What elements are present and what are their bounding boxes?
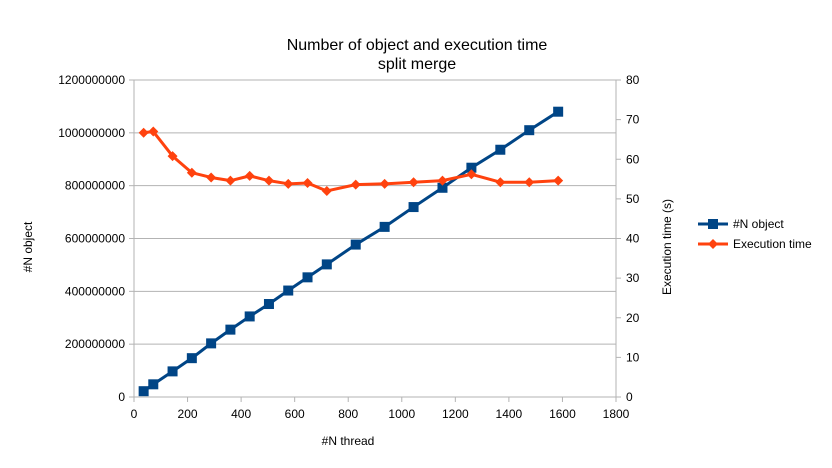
data-point xyxy=(263,175,274,186)
data-point xyxy=(379,178,390,189)
data-point xyxy=(408,202,419,213)
data-point xyxy=(244,311,255,322)
y2-tick-label: 0 xyxy=(626,390,633,404)
legend-label: #N object xyxy=(733,217,784,231)
y2-tick-label: 30 xyxy=(626,271,640,285)
legend-item: #N object xyxy=(698,217,784,231)
y-tick-label: 1200000000 xyxy=(58,73,125,87)
data-point xyxy=(379,221,390,232)
data-point xyxy=(148,379,159,390)
y2-tick-label: 20 xyxy=(626,311,640,325)
data-point xyxy=(350,239,361,250)
data-point xyxy=(553,175,564,186)
data-point xyxy=(524,125,535,136)
y2-tick-label: 10 xyxy=(626,350,640,364)
data-point xyxy=(167,366,178,377)
data-point xyxy=(263,299,274,310)
data-point xyxy=(302,178,313,189)
x-tick-label: 800 xyxy=(338,407,358,421)
y-tick-label: 1000000000 xyxy=(58,126,125,140)
data-point xyxy=(138,127,149,138)
data-point xyxy=(283,285,294,296)
data-point xyxy=(524,177,535,188)
legend-marker xyxy=(708,219,718,229)
y-tick-label: 0 xyxy=(118,390,125,404)
data-point xyxy=(225,175,236,186)
data-point xyxy=(186,353,197,364)
series-n-object xyxy=(138,106,564,397)
x-tick-label: 200 xyxy=(178,407,198,421)
data-point xyxy=(138,386,149,397)
x-tick-label: 1000 xyxy=(388,407,415,421)
chart-subtitle: split merge xyxy=(378,56,456,73)
y-tick-label: 600000000 xyxy=(65,232,125,246)
x-tick-label: 0 xyxy=(131,407,138,421)
legend-item: Execution time xyxy=(698,237,812,251)
x-axis-label: #N thread xyxy=(322,434,375,448)
y2-axis-label: Execution time (s) xyxy=(660,199,674,295)
legend-marker xyxy=(708,239,718,249)
legend: #N object Execution time xyxy=(698,217,812,251)
data-point xyxy=(495,177,506,188)
chart-title: Number of object and execution time xyxy=(287,37,548,54)
right-axis-ticks: 0 10 20 30 40 50 60 70 80 xyxy=(626,73,640,404)
gridlines xyxy=(134,79,616,398)
y2-tick-label: 60 xyxy=(626,152,640,166)
x-tick-label: 1400 xyxy=(496,407,523,421)
data-point xyxy=(408,177,419,188)
data-point xyxy=(350,179,361,190)
data-point xyxy=(148,126,159,137)
data-point xyxy=(206,172,217,183)
data-point xyxy=(321,259,332,270)
y-tick-label: 800000000 xyxy=(65,179,125,193)
data-point xyxy=(466,169,477,180)
data-point xyxy=(244,170,255,181)
y2-tick-label: 80 xyxy=(626,73,640,87)
axes xyxy=(129,79,621,402)
y2-tick-label: 50 xyxy=(626,192,640,206)
data-point xyxy=(302,272,313,283)
y-axis-label: #N object xyxy=(21,221,35,272)
data-point xyxy=(437,182,448,193)
data-point xyxy=(437,175,448,186)
data-point xyxy=(206,338,217,349)
y2-tick-label: 40 xyxy=(626,232,640,246)
data-point xyxy=(186,167,197,178)
y-tick-label: 200000000 xyxy=(65,337,125,351)
data-point xyxy=(321,185,332,196)
data-point xyxy=(167,151,178,162)
series-execution-time xyxy=(138,126,564,196)
data-point xyxy=(466,162,477,173)
x-tick-label: 1600 xyxy=(549,407,576,421)
legend-label: Execution time xyxy=(733,237,812,251)
y2-tick-label: 70 xyxy=(626,113,640,127)
x-tick-label: 1200 xyxy=(442,407,469,421)
x-axis-ticks: 0 200 400 600 800 1000 1200 1400 1600 1800 xyxy=(131,407,630,421)
x-tick-label: 600 xyxy=(285,407,305,421)
data-point xyxy=(283,178,294,189)
data-point xyxy=(225,324,236,335)
data-point xyxy=(495,144,506,155)
x-tick-label: 400 xyxy=(231,407,251,421)
data-point xyxy=(553,106,564,117)
series-layer xyxy=(138,106,564,397)
x-tick-label: 1800 xyxy=(603,407,630,421)
left-axis-ticks: 0 200000000 400000000 600000000 800000000 100… xyxy=(58,73,125,404)
y-tick-label: 400000000 xyxy=(65,284,125,298)
